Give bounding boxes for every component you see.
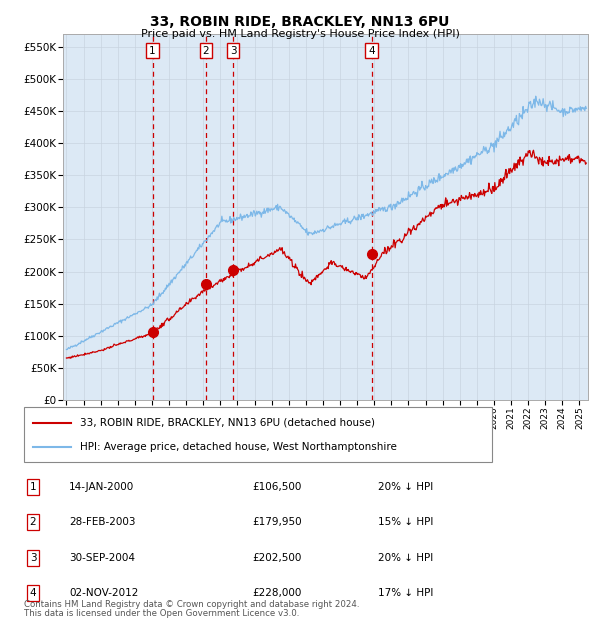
Text: 33, ROBIN RIDE, BRACKLEY, NN13 6PU (detached house): 33, ROBIN RIDE, BRACKLEY, NN13 6PU (deta… bbox=[80, 418, 375, 428]
Text: 2: 2 bbox=[203, 45, 209, 56]
Text: This data is licensed under the Open Government Licence v3.0.: This data is licensed under the Open Gov… bbox=[24, 609, 299, 618]
Text: £179,950: £179,950 bbox=[252, 517, 302, 527]
Text: Contains HM Land Registry data © Crown copyright and database right 2024.: Contains HM Land Registry data © Crown c… bbox=[24, 600, 359, 609]
Text: 20% ↓ HPI: 20% ↓ HPI bbox=[378, 482, 433, 492]
Text: 28-FEB-2003: 28-FEB-2003 bbox=[69, 517, 136, 527]
Text: 4: 4 bbox=[29, 588, 37, 598]
Text: 2: 2 bbox=[29, 517, 37, 527]
Text: 3: 3 bbox=[29, 553, 37, 563]
Text: 17% ↓ HPI: 17% ↓ HPI bbox=[378, 588, 433, 598]
Text: 02-NOV-2012: 02-NOV-2012 bbox=[69, 588, 139, 598]
Text: 30-SEP-2004: 30-SEP-2004 bbox=[69, 553, 135, 563]
Text: £106,500: £106,500 bbox=[252, 482, 301, 492]
FancyBboxPatch shape bbox=[24, 407, 492, 462]
Text: 1: 1 bbox=[29, 482, 37, 492]
Text: 33, ROBIN RIDE, BRACKLEY, NN13 6PU: 33, ROBIN RIDE, BRACKLEY, NN13 6PU bbox=[151, 16, 449, 30]
Text: 20% ↓ HPI: 20% ↓ HPI bbox=[378, 553, 433, 563]
Text: Price paid vs. HM Land Registry's House Price Index (HPI): Price paid vs. HM Land Registry's House … bbox=[140, 29, 460, 39]
Text: £228,000: £228,000 bbox=[252, 588, 301, 598]
Text: 15% ↓ HPI: 15% ↓ HPI bbox=[378, 517, 433, 527]
Text: 4: 4 bbox=[368, 45, 375, 56]
Text: 1: 1 bbox=[149, 45, 156, 56]
Text: HPI: Average price, detached house, West Northamptonshire: HPI: Average price, detached house, West… bbox=[80, 441, 397, 451]
Text: £202,500: £202,500 bbox=[252, 553, 301, 563]
Text: 3: 3 bbox=[230, 45, 236, 56]
Text: 14-JAN-2000: 14-JAN-2000 bbox=[69, 482, 134, 492]
